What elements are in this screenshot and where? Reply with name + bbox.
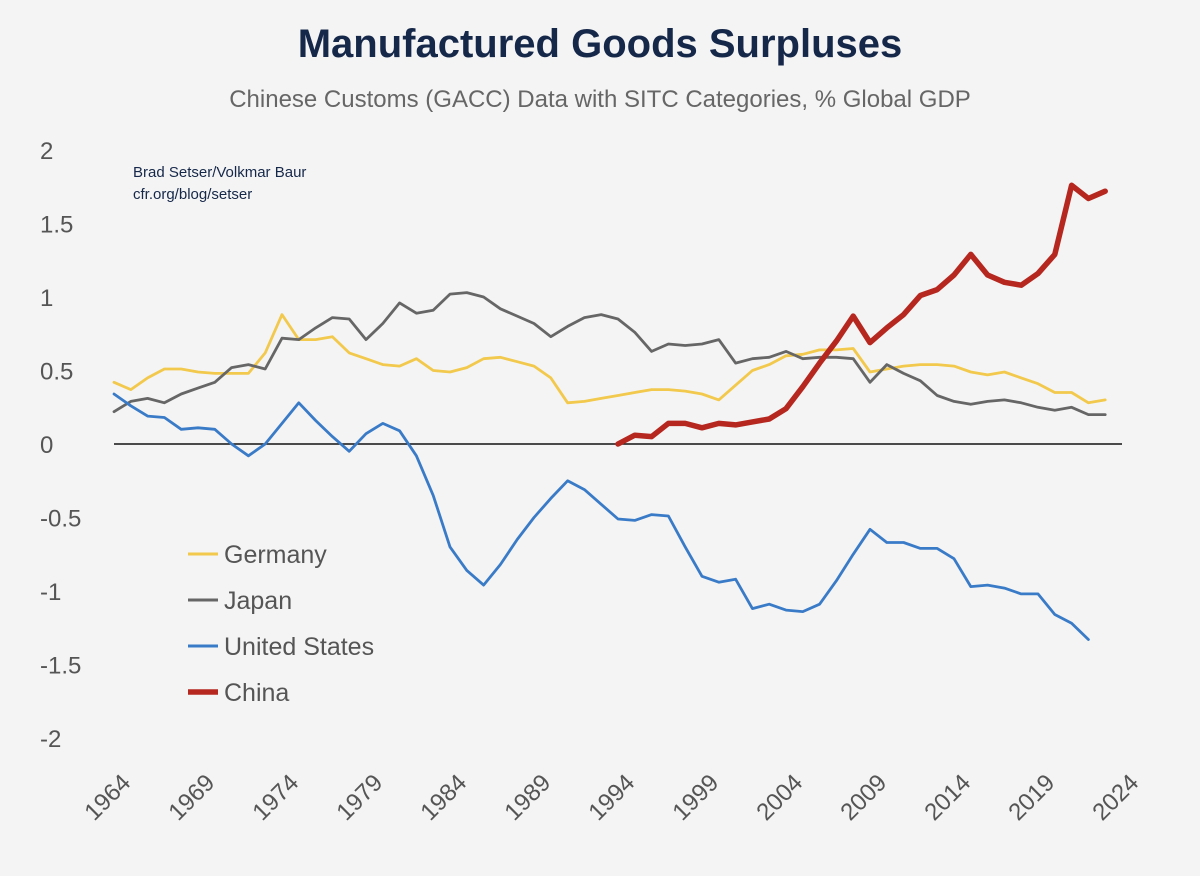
x-tick-label: 1989 <box>499 769 556 826</box>
y-tick-label: 1.5 <box>40 212 73 239</box>
legend-label: Japan <box>224 587 292 615</box>
y-tick-label: 2 <box>40 138 53 165</box>
x-tick-label: 2009 <box>835 769 892 826</box>
credit-url: cfr.org/blog/setser <box>133 186 253 203</box>
legend: Germany Japan United States China <box>188 541 374 707</box>
y-tick-label: -1.5 <box>40 653 81 680</box>
legend-label: China <box>224 679 289 707</box>
x-tick-label: 1974 <box>247 769 304 826</box>
series-line-china <box>615 182 1108 447</box>
y-tick-label: 0 <box>40 432 53 459</box>
y-axis-ticks: 2 1.5 1 0.5 0 -0.5 -1 -1.5 -2 <box>40 138 81 753</box>
credit-author: Brad Setser/Volkmar Baur <box>133 164 307 181</box>
x-tick-label: 1979 <box>331 769 388 826</box>
legend-label: Germany <box>224 541 327 569</box>
legend-label: United States <box>224 633 374 661</box>
series-lines <box>112 182 1108 641</box>
y-tick-label: -1 <box>40 579 61 606</box>
series-line-japan <box>112 291 1107 417</box>
y-tick-label: 0.5 <box>40 359 73 386</box>
series-line-germany <box>112 313 1107 405</box>
x-tick-label: 1964 <box>79 769 136 826</box>
y-tick-label: -0.5 <box>40 506 81 533</box>
y-tick-label: -2 <box>40 726 61 753</box>
x-axis-ticks: 1964 1969 1974 1979 1984 1989 1994 1999 2004 2009… <box>79 769 1144 826</box>
x-tick-label: 2014 <box>919 769 976 826</box>
x-tick-label: 1999 <box>667 769 724 826</box>
x-tick-label: 1969 <box>163 769 220 826</box>
x-tick-label: 1994 <box>583 769 640 826</box>
x-tick-label: 2024 <box>1087 769 1144 826</box>
y-tick-label: 1 <box>40 285 53 312</box>
series-line-united-states <box>112 392 1090 641</box>
chart-subtitle: Chinese Customs (GACC) Data with SITC Ca… <box>229 86 971 113</box>
x-tick-label: 2004 <box>751 769 808 826</box>
x-tick-label: 1984 <box>415 769 472 826</box>
credit-text: Brad Setser/Volkmar Baur cfr.org/blog/se… <box>133 162 306 206</box>
x-tick-label: 2019 <box>1003 769 1060 826</box>
chart-title: Manufactured Goods Surpluses <box>297 22 903 66</box>
